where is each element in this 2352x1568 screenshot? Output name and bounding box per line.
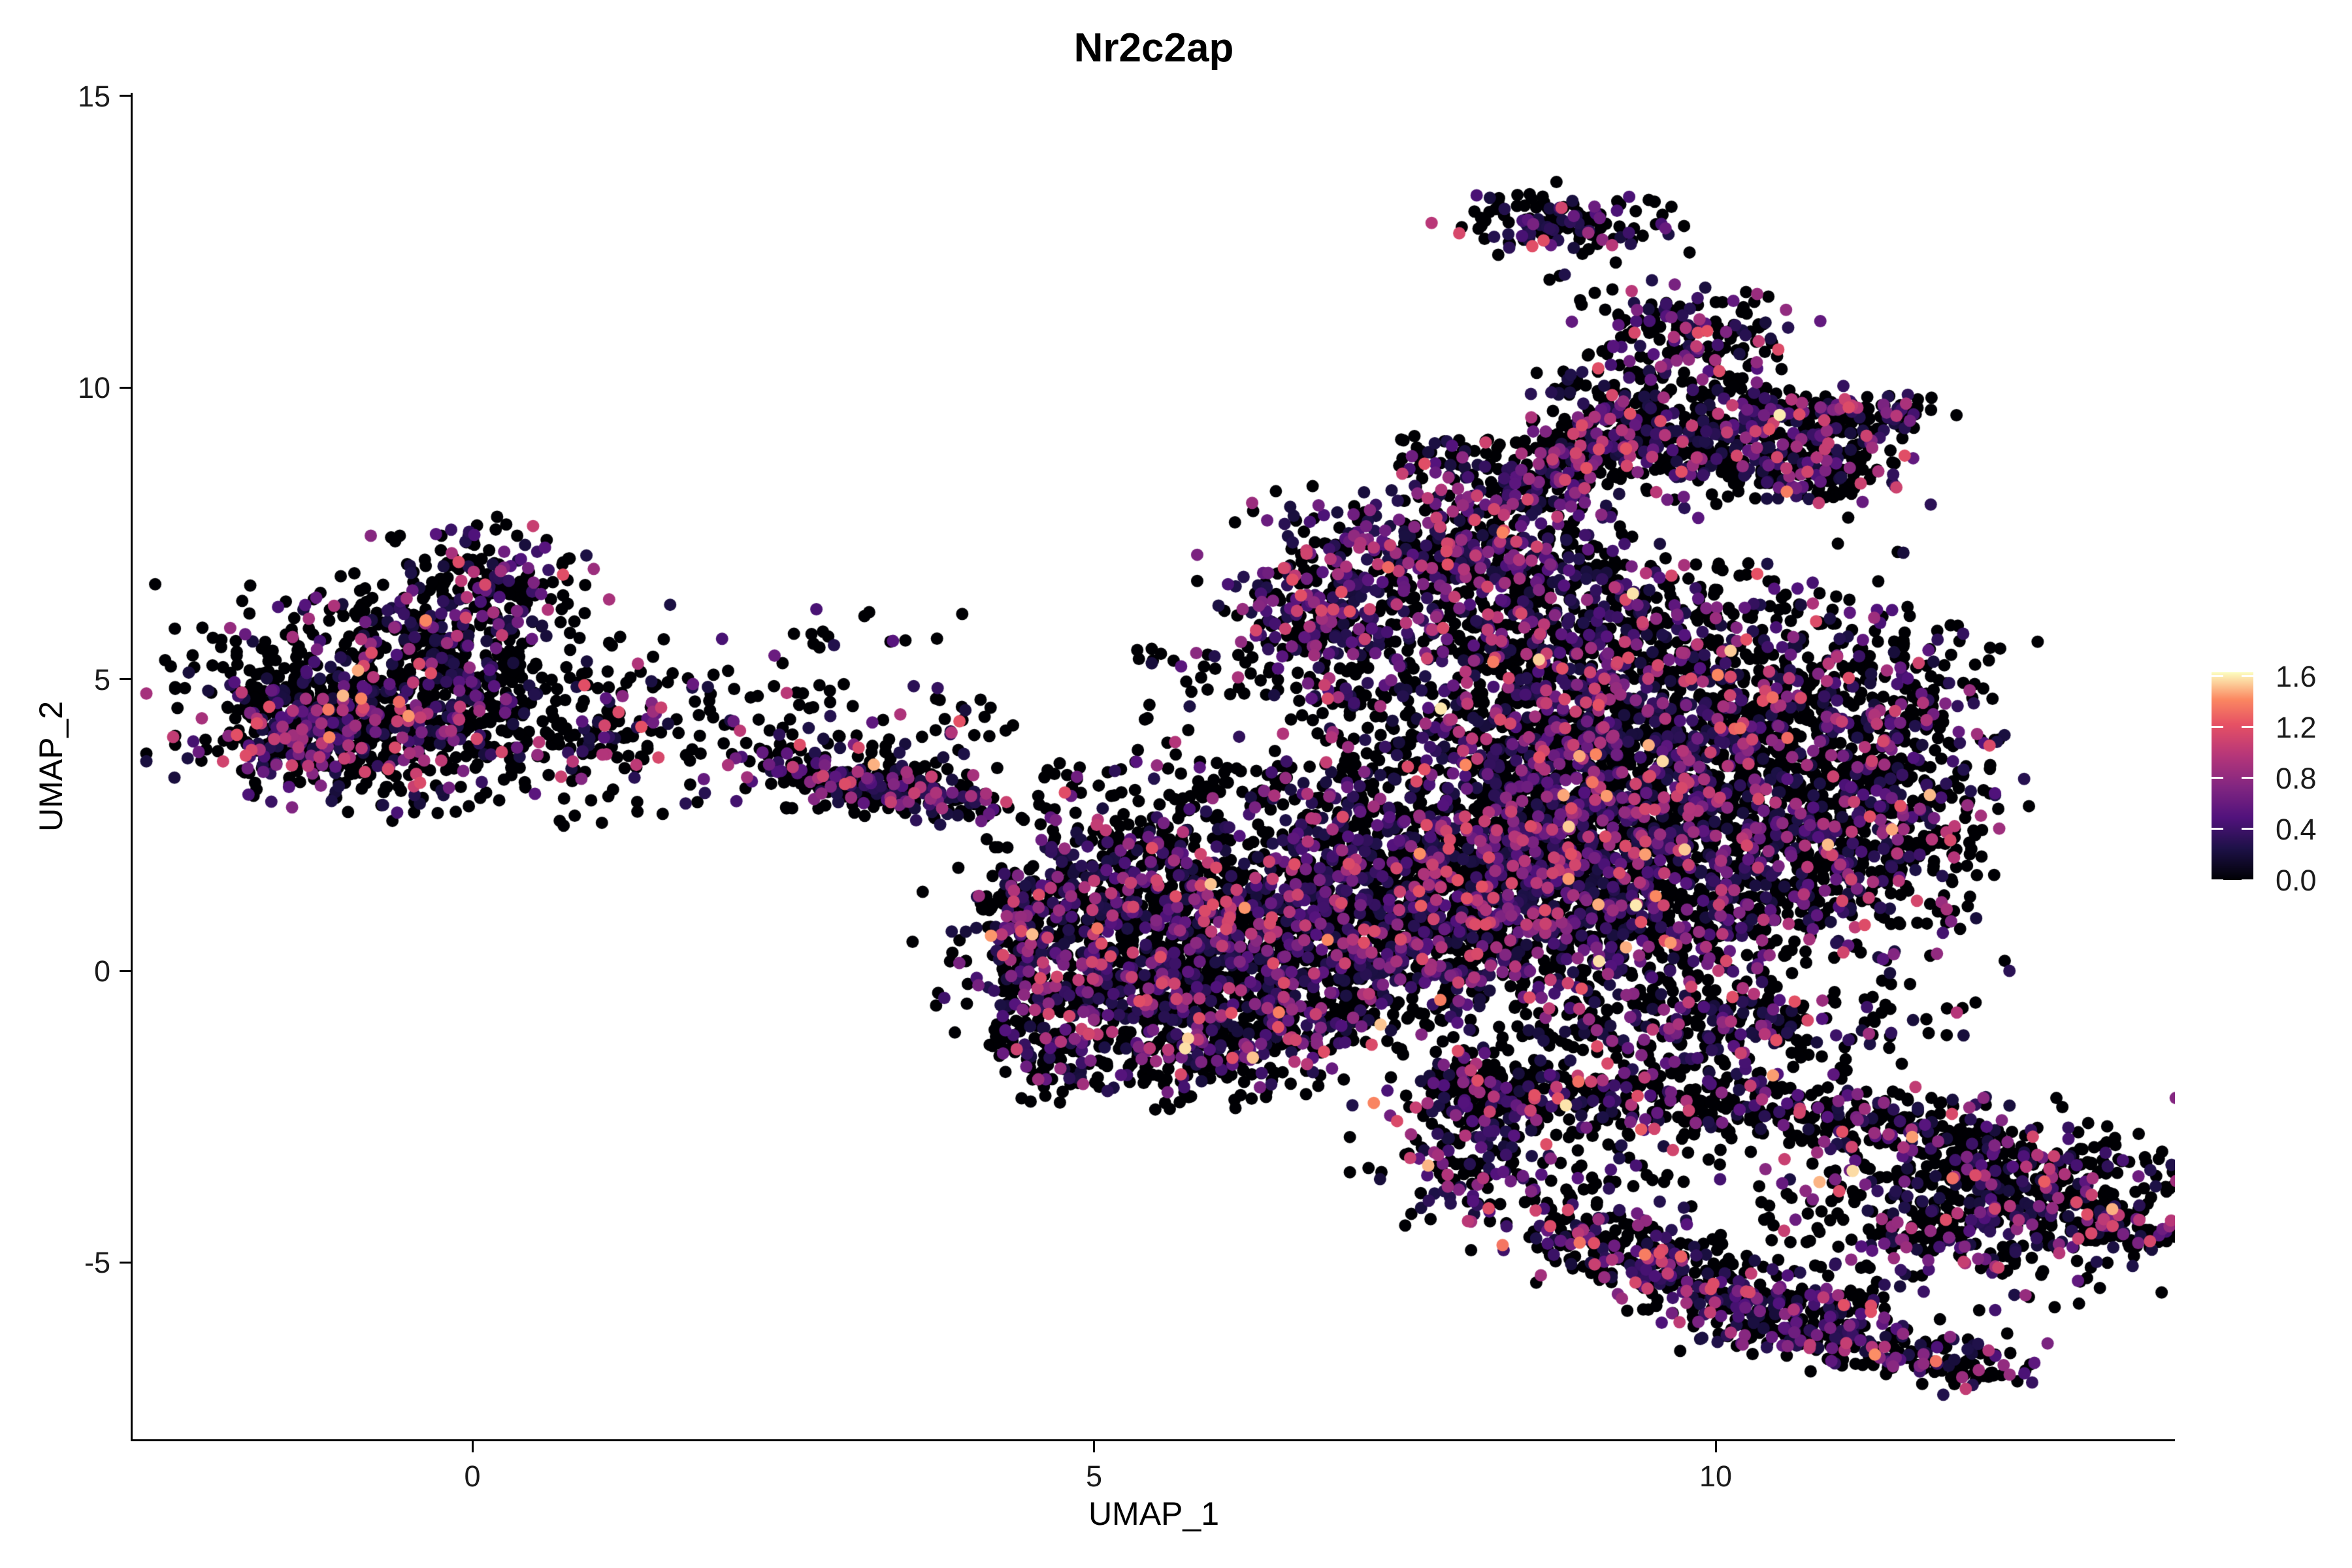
x-tick-mark [471,1441,474,1452]
colorbar-tick-mark [2242,675,2253,678]
colorbar-tick-mark [2242,726,2253,728]
y-tick-mark [120,970,131,972]
scatter-points-canvas [133,93,2175,1439]
colorbar-tick-label: 0.0 [2276,864,2317,897]
y-tick-label: -5 [84,1246,110,1280]
x-tick-mark [1714,1441,1717,1452]
x-axis-title: UMAP_1 [1088,1495,1220,1532]
colorbar-tick-mark [2212,726,2223,728]
y-axis-line [131,93,133,1441]
y-axis-title: UMAP_2 [33,700,69,832]
colorbar-tick-label: 1.6 [2276,659,2317,693]
x-axis-line [131,1439,2175,1441]
colorbar-tick-label: 0.8 [2276,761,2317,795]
y-tick-mark [120,95,131,97]
x-tick-label: 0 [464,1460,481,1493]
x-tick-mark [1093,1441,1095,1452]
colorbar-tick-mark [2212,828,2223,830]
y-tick-mark [120,678,131,681]
y-tick-label: 15 [77,79,110,113]
x-tick-label: 10 [1699,1460,1733,1493]
y-tick-label: 0 [93,955,110,988]
colorbar-tick-mark [2212,879,2223,881]
plot-title: Nr2c2ap [1073,25,1234,71]
x-tick-label: 5 [1085,1460,1103,1493]
y-tick-mark [120,1261,131,1264]
colorbar-tick-label: 1.2 [2276,710,2317,744]
colorbar-tick-mark [2242,828,2253,830]
colorbar-tick-mark [2242,879,2253,881]
colorbar-tick-mark [2212,777,2223,779]
colorbar-tick-mark [2242,777,2253,779]
colorbar-tick-label: 0.4 [2276,812,2317,846]
y-tick-mark [120,386,131,389]
y-tick-label: 5 [93,662,110,696]
colorbar-gradient [2212,672,2253,880]
y-tick-label: 10 [77,371,110,405]
colorbar-tick-mark [2212,675,2223,678]
